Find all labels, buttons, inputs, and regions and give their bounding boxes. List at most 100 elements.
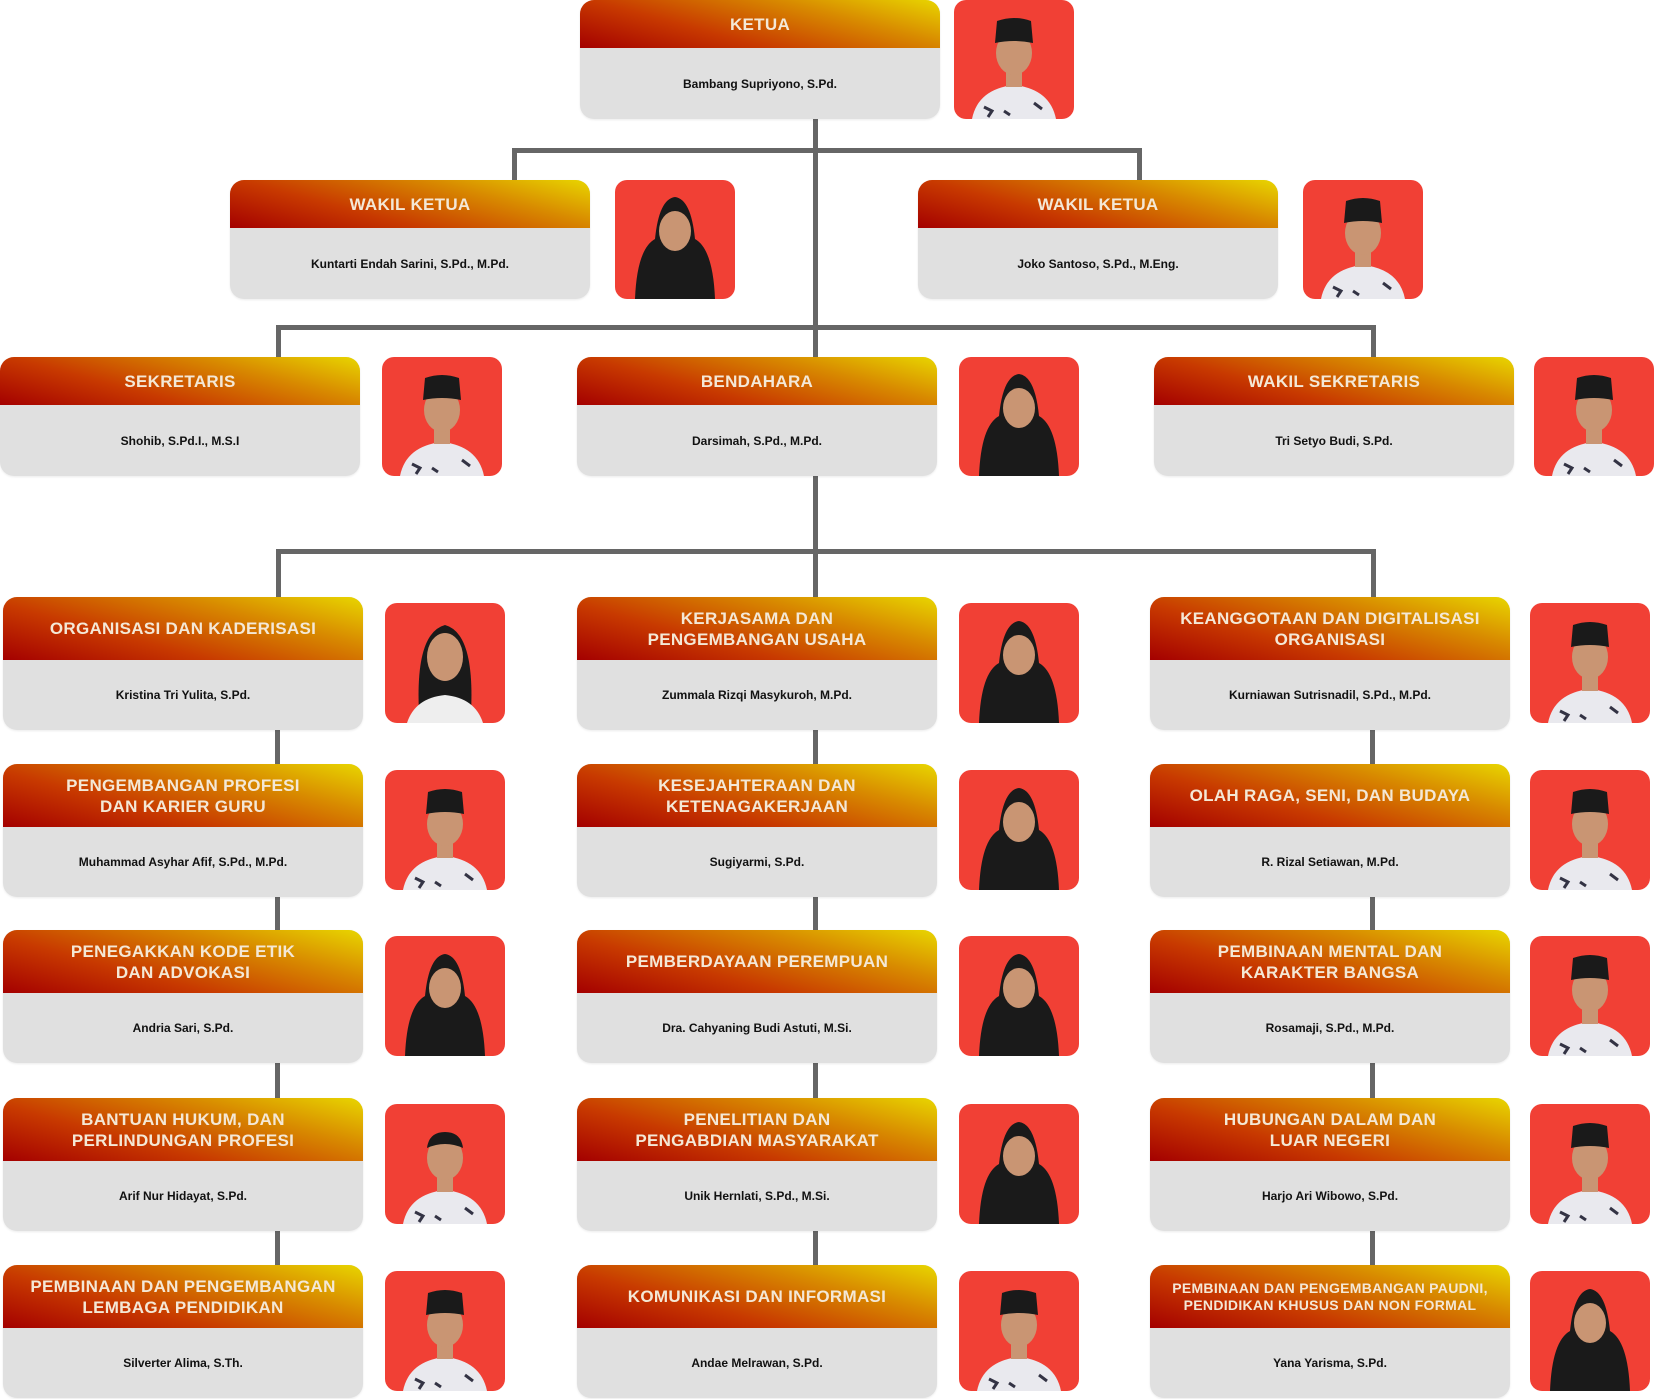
position-card: PENELITIAN DAN PENGABDIAN MASYARAKAT Unik… — [577, 1098, 937, 1231]
member-photo — [959, 770, 1079, 890]
connector-line — [1371, 325, 1376, 357]
connector-line — [813, 1063, 818, 1098]
position-title: PENELITIAN DAN PENGABDIAN MASYARAKAT — [577, 1098, 937, 1161]
connector-line — [1370, 730, 1375, 765]
member-photo — [385, 770, 505, 890]
member-photo — [1530, 770, 1650, 890]
member-photo — [385, 1271, 505, 1391]
position-title: PEMBINAAN MENTAL DAN KARAKTER BANGSA — [1150, 930, 1510, 993]
member-name: Andae Melrawan, S.Pd. — [691, 1356, 823, 1370]
female-hijab-portrait-icon — [979, 788, 1059, 890]
position-title: ORGANISASI DAN KADERISASI — [3, 597, 363, 660]
member-name: Bambang Supriyono, S.Pd. — [682, 76, 837, 91]
position-card: ORGANISASI DAN KADERISASI Kristina Tri Yu… — [3, 597, 363, 730]
member-photo — [1530, 1104, 1650, 1224]
connector-line — [813, 1231, 818, 1266]
female-hijab-portrait-icon — [979, 954, 1059, 1056]
position-card: PEMBINAAN DAN PENGEMBANGAN PAUDNI, PENDI… — [1150, 1265, 1510, 1398]
position-title: WAKIL KETUA — [918, 180, 1278, 228]
member-name: Silverter Alima, S.Th. — [123, 1356, 243, 1370]
member-photo — [1530, 603, 1650, 723]
member-photo — [959, 936, 1079, 1056]
position-card: SEKRETARIS Shohib, S.Pd.I., M.S.I — [0, 357, 360, 476]
member-name: Harjo Ari Wibowo, S.Pd. — [1261, 1189, 1399, 1203]
member-name: Unik Hernlati, S.Pd., M.Si. — [684, 1189, 830, 1203]
female-hijab-portrait-icon — [635, 197, 715, 299]
male-peci-portrait-icon — [400, 375, 484, 476]
member-name: Kuntarti Endah Sarini, S.Pd., M.Pd. — [310, 256, 510, 271]
member-name: Dra. Cahyaning Budi Astuti, M.Si. — [662, 1021, 852, 1035]
male-peci-portrait-icon — [1321, 198, 1405, 299]
position-title: HUBUNGAN DALAM DAN LUAR NEGERI — [1150, 1098, 1510, 1161]
male-peci-portrait-icon — [403, 789, 487, 890]
member-photo — [1530, 1271, 1650, 1391]
member-name: Zummala Rizqi Masykuroh, M.Pd. — [661, 688, 853, 702]
connector-line — [512, 148, 517, 180]
connector-line — [275, 1231, 280, 1266]
female-hijab-portrait-icon — [979, 621, 1059, 723]
member-photo — [954, 0, 1074, 119]
position-card: BANTUAN HUKUM, DAN PERLINDUNGAN PROFESI A… — [3, 1098, 363, 1231]
member-name: Shohib, S.Pd.I., M.S.I — [120, 433, 240, 448]
position-card: PENGEMBANGAN PROFESI DAN KARIER GURU Muha… — [3, 764, 363, 897]
member-photo — [959, 1271, 1079, 1391]
position-title: OLAH RAGA, SENI, DAN BUDAYA — [1150, 764, 1510, 827]
member-photo — [1530, 936, 1650, 1056]
female-hijab-portrait-icon — [979, 1122, 1059, 1224]
member-photo — [959, 603, 1079, 723]
female-hijab-portrait-icon — [979, 374, 1059, 476]
member-photo — [382, 357, 502, 476]
male-peci-portrait-icon — [403, 1290, 487, 1391]
member-name: Tri Setyo Budi, S.Pd. — [1275, 433, 1393, 448]
member-name: Sugiyarmi, S.Pd. — [709, 855, 805, 869]
member-name: Darsimah, S.Pd., M.Pd. — [691, 433, 823, 448]
connector-line — [1370, 897, 1375, 932]
connector-line — [1371, 549, 1376, 597]
position-title: KESEJAHTERAAN DAN KETENAGAKERJAAN — [577, 764, 937, 827]
connector-line — [813, 897, 818, 932]
member-photo — [385, 1104, 505, 1224]
position-card: KESEJAHTERAAN DAN KETENAGAKERJAAN Sugiyar… — [577, 764, 937, 897]
member-name: R. Rizal Setiawan, M.Pd. — [1261, 855, 1399, 869]
position-title: BANTUAN HUKUM, DAN PERLINDUNGAN PROFESI — [3, 1098, 363, 1161]
member-name: Arif Nur Hidayat, S.Pd. — [118, 1189, 248, 1203]
member-photo — [385, 936, 505, 1056]
member-photo — [1534, 357, 1654, 476]
position-title: KETUA — [580, 0, 940, 48]
connector-line — [276, 325, 1376, 330]
position-title: BENDAHARA — [577, 357, 937, 405]
connector-line — [512, 148, 1142, 153]
connector-line — [275, 897, 280, 932]
position-card: PEMBINAAN MENTAL DAN KARAKTER BANGSA Rosa… — [1150, 930, 1510, 1063]
position-card: WAKIL KETUA Kuntarti Endah Sarini, S.Pd.,… — [230, 180, 590, 299]
connector-line — [275, 730, 280, 765]
position-card: KETUA Bambang Supriyono, S.Pd. — [580, 0, 940, 119]
position-title: WAKIL SEKRETARIS — [1154, 357, 1514, 405]
position-title: PEMBERDAYAAN PEREMPUAN — [577, 930, 937, 993]
male-peci-portrait-icon — [977, 1290, 1061, 1391]
member-name: Kristina Tri Yulita, S.Pd. — [115, 688, 251, 702]
position-title: PEMBINAAN DAN PENGEMBANGAN PAUDNI, PENDI… — [1150, 1265, 1510, 1328]
member-photo — [959, 1104, 1079, 1224]
position-title: WAKIL KETUA — [230, 180, 590, 228]
member-name: Rosamaji, S.Pd., M.Pd. — [1265, 1021, 1395, 1035]
member-photo — [1303, 180, 1423, 299]
position-title: KOMUNIKASI DAN INFORMASI — [577, 1265, 937, 1328]
position-card: WAKIL SEKRETARIS Tri Setyo Budi, S.Pd. — [1154, 357, 1514, 476]
member-photo — [385, 603, 505, 723]
male-peci-portrait-icon — [1548, 955, 1632, 1056]
connector-line — [276, 549, 281, 597]
connector-line — [276, 325, 281, 357]
position-title: KEANGGOTAAN DAN DIGITALISASI ORGANISASI — [1150, 597, 1510, 660]
male-peci-portrait-icon — [1552, 375, 1636, 476]
position-card: HUBUNGAN DALAM DAN LUAR NEGERI Harjo Ari … — [1150, 1098, 1510, 1231]
member-name: Joko Santoso, S.Pd., M.Eng. — [1017, 256, 1179, 271]
position-card: PEMBINAAN DAN PENGEMBANGAN LEMBAGA PENDI… — [3, 1265, 363, 1398]
male-peci-portrait-icon — [1548, 1123, 1632, 1224]
member-name: Andria Sari, S.Pd. — [132, 1021, 234, 1035]
position-card: KOMUNIKASI DAN INFORMASI Andae Melrawan, … — [577, 1265, 937, 1398]
connector-line — [1370, 1231, 1375, 1266]
female-hair-portrait-icon — [407, 625, 483, 723]
member-photo — [615, 180, 735, 299]
member-name: Yana Yarisma, S.Pd. — [1273, 1356, 1387, 1370]
